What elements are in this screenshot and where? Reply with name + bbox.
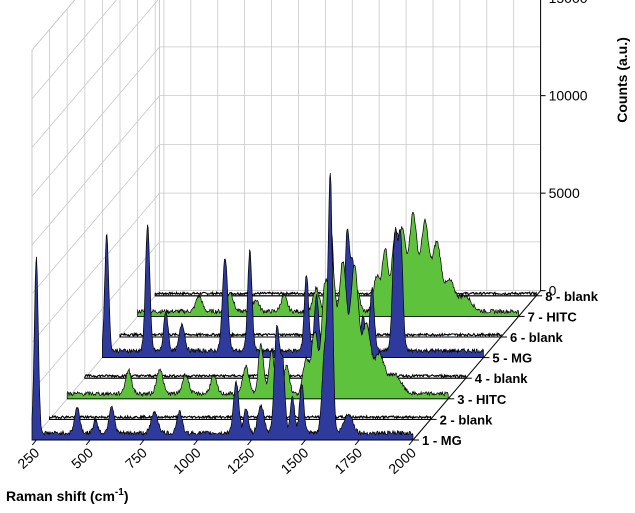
x-tick-label: 500 [68,444,96,472]
side-wall [31,0,161,442]
x-tick-mark [31,439,37,446]
x-tick-label: 2000 [385,444,419,477]
side-wall-gridline-horizontal [31,95,160,246]
x-tick-label: 250 [14,444,42,472]
back-wall [159,0,541,292]
x-tick-label: 1250 [224,444,258,477]
x-tick-mark [193,439,199,446]
side-wall-gridline-horizontal [31,144,160,295]
z-tick-label: 5000 [549,185,580,201]
x-tick-mark [300,439,306,446]
side-wall-gridline-horizontal [31,192,160,343]
series-label: 8 - blank [545,289,599,304]
series-label: 6 - blank [510,330,564,345]
series-label: 4 - blank [475,371,529,386]
x-tick-label: 1750 [331,444,365,477]
z-tick-label: 0 [549,283,557,299]
x-axis-title-close: ) [124,488,129,504]
x-tick-mark [85,439,91,446]
side-wall-gridline-horizontal [31,241,160,392]
x-tick-mark [408,439,414,446]
x-tick-mark [247,439,252,446]
side-wall-gridline-horizontal [31,0,159,148]
side-wall-gridline-horizontal [31,46,160,197]
z-tick-label: 10000 [549,88,588,104]
series-label: 3 - HITC [457,392,507,407]
depth-axis-line [412,290,541,441]
axis-layer [31,0,546,446]
x-tick-label: 750 [122,444,150,472]
x-axis-title-sup: -1 [115,487,124,498]
z-axis-title: Counts (a.u.) [614,37,630,123]
x-tick-label: 1000 [170,444,204,477]
grid-layer [31,0,542,442]
series-area [66,258,449,400]
series-label: 1 - MG [422,433,462,448]
series-area [102,224,484,358]
series-label: 5 - MG [492,351,532,366]
side-wall-gridline-horizontal [31,0,76,51]
x-axis-title: Raman shift (cm-1) [6,487,129,504]
x-tick-label: 1500 [278,444,312,477]
x-axis-title-main: Raman shift (cm [6,488,115,504]
series-label: 7 - HITC [528,309,578,324]
x-tick-mark [354,439,360,446]
z-tick-label: 15000 [549,0,588,6]
x-tick-mark [139,439,145,446]
series-layer [31,173,537,441]
side-wall-gridline-horizontal [31,0,117,100]
series-label: 2 - blank [440,412,494,427]
series-area [31,173,414,441]
